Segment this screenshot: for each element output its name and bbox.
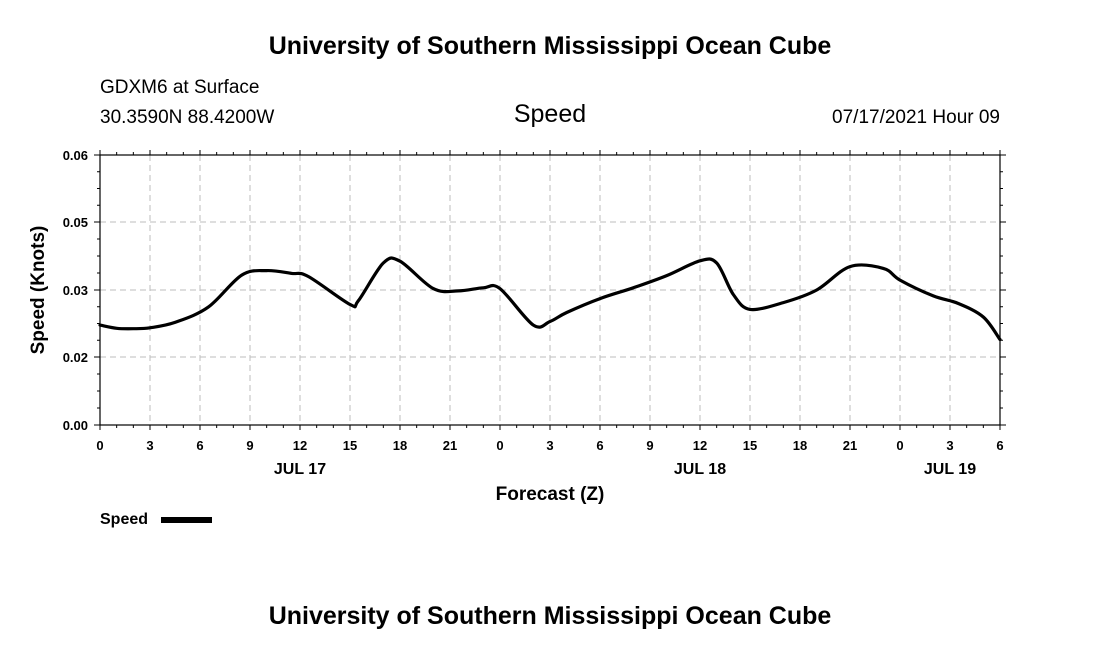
x-tick-label: 6 [596,438,603,453]
x-tick-label: 3 [946,438,953,453]
y-tick-label: 0.03 [63,283,88,298]
date-label: JUL 17 [274,461,326,478]
x-tick-label: 0 [896,438,903,453]
x-tick-label: 15 [343,438,357,453]
y-axis-label: Speed (Knots) [28,226,49,355]
date-label: JUL 18 [674,461,726,478]
footer-title: University of Southern Mississippi Ocean… [268,602,832,630]
series-line-speed [98,256,1002,342]
x-tick-label: 9 [246,438,253,453]
x-tick-label: 0 [496,438,503,453]
x-tick-label: 6 [196,438,203,453]
chart-grid [100,155,1000,425]
x-tick-label: 3 [146,438,153,453]
legend-label: Speed [100,511,148,528]
x-tick-label: 18 [393,438,407,453]
x-tick-label: 12 [693,438,707,453]
x-tick-label: 9 [646,438,653,453]
x-axis: 0 3 6 9 12 15 18 21 0 3 6 9 12 15 18 21 0 3 6 JUL 17 JUL 18 J… [96,150,1004,478]
y-axis: 0.06 0.05 0.03 0.02 0.00 [63,148,1006,433]
x-tick-label: 21 [843,438,857,453]
y-tick-label: 0.02 [63,350,88,365]
y-tick-label: 0.00 [63,418,88,433]
x-tick-label: 3 [546,438,553,453]
station-label: GDXM6 at Surface [100,77,260,98]
series-group [98,256,1002,342]
coordinates-label: 30.3590N 88.4200W [100,107,275,128]
x-tick-label: 15 [743,438,757,453]
chart-title: Speed [513,100,587,128]
x-tick-label: 21 [443,438,457,453]
header-title: University of Southern Mississippi Ocean… [268,32,832,60]
x-tick-label: 6 [996,438,1003,453]
y-tick-label: 0.05 [63,215,88,230]
x-tick-label: 0 [96,438,103,453]
forecast-datetime: 07/17/2021 Hour 09 [832,107,1000,128]
x-tick-label: 18 [793,438,807,453]
y-tick-label: 0.06 [63,148,88,163]
x-axis-label: Forecast (Z) [496,484,605,505]
date-label: JUL 19 [924,461,976,478]
x-tick-label: 12 [293,438,307,453]
